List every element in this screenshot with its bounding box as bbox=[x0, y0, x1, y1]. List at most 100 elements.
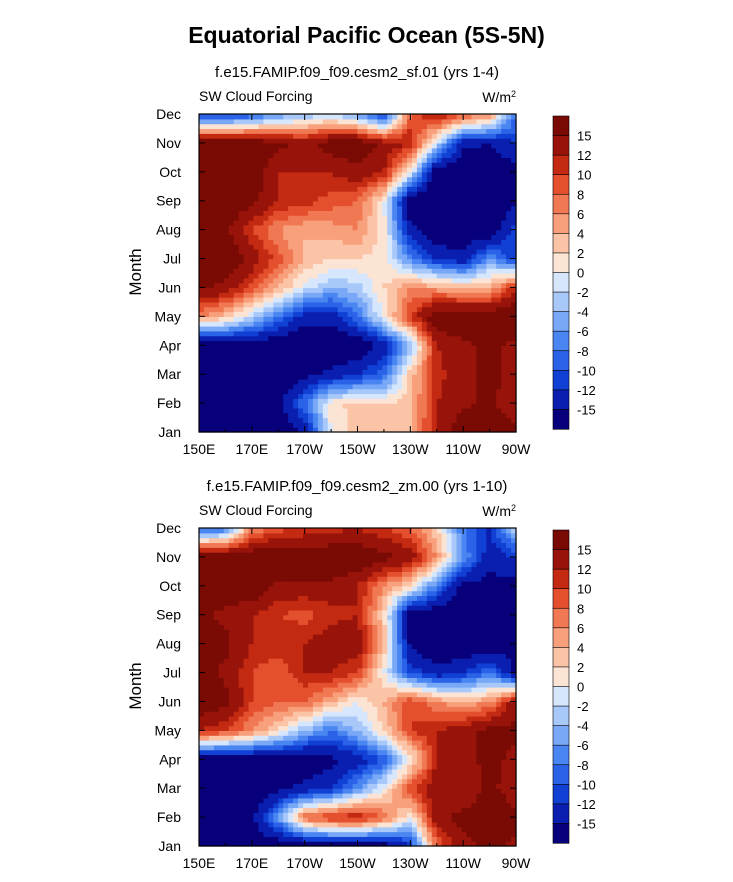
panel-1-field-cell bbox=[243, 412, 250, 419]
panel-1-field-cell bbox=[436, 345, 443, 351]
panel-1-field-cell bbox=[411, 157, 418, 163]
panel-1-field-cell bbox=[506, 215, 512, 221]
panel-1-field-cell bbox=[382, 239, 388, 245]
panel-1-field-cell bbox=[273, 248, 279, 255]
panel-1-field-cell bbox=[317, 407, 324, 414]
panel-1-field-cell bbox=[436, 157, 443, 163]
panel-1-field-cell bbox=[293, 268, 299, 274]
panel-1-field-cell bbox=[511, 181, 517, 187]
panel-1-field-cell bbox=[213, 224, 220, 231]
panel-1-field-cell bbox=[218, 297, 225, 303]
panel-1-colorbar-label: -12 bbox=[577, 383, 596, 398]
panel-1-field-cell bbox=[362, 369, 368, 375]
panel-1-field-cell bbox=[283, 335, 289, 342]
panel-1-field-cell bbox=[199, 118, 205, 125]
panel-1-field-cell bbox=[203, 345, 210, 351]
panel-1-field-cell bbox=[352, 311, 359, 317]
panel-1-field-cell bbox=[218, 186, 225, 192]
panel-1-field-cell bbox=[322, 277, 329, 284]
panel-1-field-cell bbox=[466, 220, 473, 226]
panel-1-field-cell bbox=[471, 417, 477, 423]
panel-1-field-cell bbox=[446, 311, 453, 317]
panel-1-field-cell bbox=[243, 369, 250, 375]
panel-1-field-cell bbox=[233, 287, 240, 293]
panel-1-field-cell bbox=[357, 393, 364, 399]
panel-1-field-cell bbox=[357, 287, 364, 293]
panel-1-field-cell bbox=[317, 354, 324, 361]
panel-1-field-cell bbox=[199, 229, 205, 236]
panel-1-field-cell bbox=[223, 340, 230, 346]
panel-1-field-cell bbox=[387, 128, 393, 134]
panel-1-field-cell bbox=[466, 354, 473, 361]
panel-1-field-cell bbox=[471, 321, 477, 327]
panel-1-field-cell bbox=[407, 316, 413, 322]
panel-1-field-cell bbox=[218, 326, 225, 332]
panel-1-field-cell bbox=[342, 142, 349, 149]
panel-1-field-cell bbox=[481, 205, 487, 211]
panel-1-field-cell bbox=[357, 162, 364, 168]
panel-1-field-cell bbox=[402, 417, 408, 423]
panel-1-field-cell bbox=[362, 176, 368, 183]
panel-1-field-cell bbox=[392, 268, 398, 274]
panel-1-field-cell bbox=[441, 297, 448, 303]
panel-1-field-cell bbox=[208, 215, 215, 221]
panel-1-field-cell bbox=[223, 181, 230, 187]
panel-1-colorbar-label: 4 bbox=[577, 226, 584, 241]
panel-1-field-cell bbox=[377, 195, 383, 202]
panel-1-field-cell bbox=[382, 311, 388, 317]
panel-1-field-cell bbox=[263, 393, 269, 399]
panel-1-field-cell bbox=[426, 191, 433, 197]
panel-1-field-cell bbox=[288, 316, 294, 322]
panel-1-field-cell bbox=[293, 335, 299, 342]
panel-1-field-cell bbox=[436, 191, 443, 197]
panel-1-field-cell bbox=[456, 176, 463, 183]
panel-1-field-cell bbox=[421, 326, 428, 332]
panel-1-field-cell bbox=[456, 248, 463, 255]
panel-1-field-cell bbox=[397, 200, 403, 207]
panel-1-ylabel: Month bbox=[126, 248, 145, 295]
panel-1-field-cell bbox=[486, 374, 492, 380]
panel-1-field-cell bbox=[471, 205, 477, 211]
panel-1-field-cell bbox=[298, 123, 304, 130]
panel-1-field-cell bbox=[248, 412, 255, 419]
panel-1-field-cell bbox=[312, 167, 319, 173]
panel-1-field-cell bbox=[466, 301, 473, 308]
panel-1-field-cell bbox=[228, 142, 235, 149]
panel-1-field-cell bbox=[501, 393, 507, 399]
panel-1-field-cell bbox=[501, 176, 507, 183]
panel-1-field-cell bbox=[426, 326, 433, 332]
panel-1-field-cell bbox=[501, 123, 507, 130]
panel-1-field-cell bbox=[203, 157, 210, 163]
panel-1-field-cell bbox=[253, 248, 260, 255]
panel-1-field-cell bbox=[382, 167, 388, 173]
panel-1-field-cell bbox=[268, 306, 274, 313]
panel-1-field-cell bbox=[288, 311, 294, 317]
panel-1-field-cell bbox=[293, 383, 299, 390]
panel-1-field-cell bbox=[273, 263, 279, 269]
panel-1-field-cell bbox=[456, 345, 463, 351]
panel-1-field-cell bbox=[402, 210, 408, 216]
panel-1-field-cell bbox=[352, 369, 359, 375]
panel-1-field-cell bbox=[312, 277, 319, 284]
panel-1-field-cell bbox=[436, 205, 443, 211]
panel-1-field-cell bbox=[199, 239, 205, 245]
panel-1-field-cell bbox=[238, 369, 245, 375]
panel-1-field-cell bbox=[263, 417, 269, 423]
panel-1-field-cell bbox=[253, 176, 260, 183]
panel-1-field-cell bbox=[491, 258, 497, 264]
panel-1-field-cell bbox=[416, 171, 423, 178]
panel-1-field-cell bbox=[268, 138, 274, 144]
panel-1-field-cell bbox=[312, 248, 319, 255]
panel-1-field-cell bbox=[283, 403, 289, 409]
panel-1-field-cell bbox=[332, 273, 339, 279]
panel-1-field-cell bbox=[431, 114, 438, 120]
panel-1-field-cell bbox=[471, 167, 477, 173]
panel-1-field-cell bbox=[411, 417, 418, 423]
panel-1-field-cell bbox=[402, 220, 408, 226]
panel-1-field-cell bbox=[367, 354, 373, 361]
panel-1-field-cell bbox=[421, 152, 428, 158]
panel-1-field-cell bbox=[407, 186, 413, 192]
panel-1-field-cell bbox=[426, 205, 433, 211]
panel-1-field-cell bbox=[263, 229, 269, 236]
panel-1-field-cell bbox=[218, 215, 225, 221]
